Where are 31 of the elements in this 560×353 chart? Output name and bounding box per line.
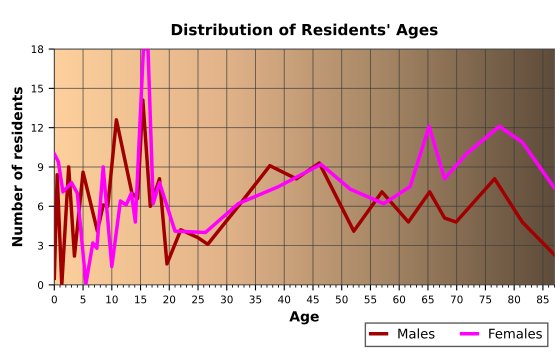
x-tick-label: 35 [250, 295, 262, 304]
x-tick-label: 5 [80, 296, 86, 304]
x-tick-label: 55 [364, 296, 376, 304]
y-tick-label: 6 [38, 202, 44, 210]
x-tick-label: 75 [480, 296, 492, 304]
y-tick-label: 9 [38, 163, 44, 172]
x-tick-label: 50 [336, 295, 348, 304]
x-tick-label: 10 [106, 295, 118, 304]
x-tick-label: 30 [220, 295, 233, 304]
y-tick-label: 12 [32, 124, 43, 132]
y-tick-label: 3 [38, 242, 44, 250]
y-tick-label: 0 [38, 281, 44, 289]
x-tick-label: 45 [306, 296, 319, 304]
x-tick-label: 15 [135, 296, 146, 304]
x-tick-label: 0 [52, 295, 57, 304]
x-axis-title: Age [289, 311, 319, 324]
x-tick-label: 80 [508, 295, 520, 304]
x-tick-label: 65 [422, 295, 434, 304]
x-tick-label: 70 [450, 295, 463, 304]
x-tick-label: 20 [163, 295, 176, 304]
y-tick-label: 18 [32, 45, 44, 54]
x-tick-label: 25 [192, 295, 204, 304]
y-tick-label: 15 [32, 84, 43, 92]
legend-label: Females [489, 328, 542, 339]
x-tick-label: 40 [278, 295, 290, 304]
legend-label: Males [398, 328, 435, 339]
chart-title: Distribution of Residents' Ages [172, 24, 438, 38]
line-series [54, 49, 554, 285]
y-axis-title: Number of residents [12, 87, 22, 246]
x-tick-label: 60 [393, 295, 406, 304]
x-tick-label: 85 [536, 295, 549, 304]
